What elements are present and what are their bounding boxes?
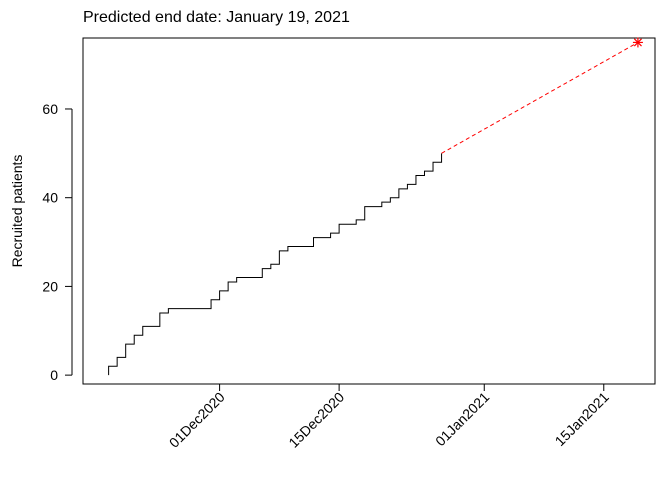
recruitment-step-line <box>108 153 443 376</box>
y-axis-label: Recruited patients <box>9 155 25 268</box>
predicted-end-marker <box>632 37 643 48</box>
projection-line <box>441 42 639 154</box>
y-tick-label: 60 <box>42 101 58 117</box>
marker-stroke <box>633 38 642 47</box>
y-tick-label: 20 <box>42 278 58 294</box>
x-tick-label: 01Dec2020 <box>166 389 228 451</box>
x-tick-label: 15Dec2020 <box>285 389 347 451</box>
plot-frame <box>82 37 656 385</box>
x-tick-label: 15Jan2021 <box>552 389 612 449</box>
x-tick-label: 01Jan2021 <box>432 389 492 449</box>
y-tick-label: 0 <box>50 367 58 383</box>
series-layer <box>108 37 643 376</box>
axes: 0 20 40 60 01Dec2020 15Dec2020 01Jan2021 15Jan2… <box>42 101 612 451</box>
y-tick-label: 40 <box>42 190 58 206</box>
chart-title: Predicted end date: January 19, 2021 <box>83 9 350 26</box>
